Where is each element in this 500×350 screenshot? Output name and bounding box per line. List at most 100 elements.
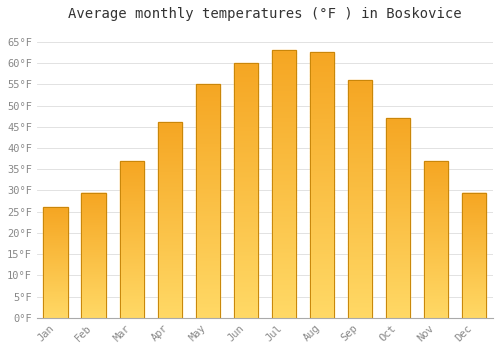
Bar — [196, 98, 220, 99]
Bar — [386, 287, 410, 288]
Bar — [82, 246, 106, 247]
Bar — [310, 62, 334, 63]
Bar — [82, 229, 106, 230]
Bar — [234, 145, 258, 146]
Bar — [310, 167, 334, 168]
Bar — [120, 271, 144, 272]
Bar — [348, 217, 372, 218]
Bar — [310, 273, 334, 274]
Bar — [386, 145, 410, 146]
Bar — [234, 134, 258, 136]
Bar — [386, 131, 410, 132]
Bar — [158, 169, 182, 170]
Bar — [348, 267, 372, 268]
Bar — [158, 158, 182, 159]
Bar — [272, 205, 296, 207]
Bar — [462, 238, 486, 239]
Bar — [272, 216, 296, 218]
Bar — [348, 237, 372, 238]
Bar — [234, 250, 258, 252]
Bar — [82, 194, 106, 195]
Bar — [386, 263, 410, 264]
Bar — [234, 199, 258, 201]
Bar — [158, 300, 182, 301]
Bar — [196, 314, 220, 316]
Bar — [424, 161, 448, 162]
Bar — [272, 127, 296, 128]
Bar — [462, 218, 486, 219]
Bar — [386, 190, 410, 191]
Bar — [272, 287, 296, 288]
Bar — [272, 78, 296, 80]
Bar — [386, 212, 410, 213]
Bar — [348, 293, 372, 294]
Bar — [272, 219, 296, 220]
Bar — [272, 73, 296, 74]
Bar — [424, 283, 448, 284]
Bar — [272, 263, 296, 264]
Bar — [272, 108, 296, 109]
Bar — [386, 194, 410, 195]
Bar — [82, 295, 106, 296]
Bar — [272, 147, 296, 148]
Bar — [386, 174, 410, 175]
Bar — [44, 296, 68, 297]
Bar — [158, 289, 182, 290]
Bar — [234, 204, 258, 206]
Bar — [424, 231, 448, 232]
Bar — [310, 278, 334, 279]
Bar — [348, 314, 372, 315]
Bar — [310, 250, 334, 252]
Bar — [272, 278, 296, 279]
Bar — [82, 252, 106, 253]
Bar — [310, 225, 334, 226]
Bar — [272, 304, 296, 306]
Bar — [386, 229, 410, 230]
Bar — [386, 265, 410, 266]
Bar — [424, 196, 448, 197]
Bar — [424, 211, 448, 212]
Bar — [272, 52, 296, 53]
Bar — [44, 287, 68, 288]
Bar — [272, 274, 296, 275]
Bar — [158, 230, 182, 231]
Bar — [158, 136, 182, 137]
Bar — [348, 289, 372, 290]
Bar — [234, 257, 258, 258]
Bar — [424, 281, 448, 282]
Bar — [424, 217, 448, 218]
Bar — [424, 264, 448, 265]
Bar — [424, 203, 448, 204]
Bar — [310, 141, 334, 143]
Bar — [196, 173, 220, 174]
Bar — [120, 166, 144, 167]
Bar — [386, 242, 410, 243]
Bar — [386, 312, 410, 313]
Bar — [424, 167, 448, 168]
Bar — [196, 93, 220, 95]
Bar — [272, 296, 296, 298]
Bar — [196, 148, 220, 150]
Bar — [234, 239, 258, 240]
Bar — [386, 260, 410, 261]
Bar — [234, 161, 258, 162]
Bar — [424, 200, 448, 201]
Bar — [386, 178, 410, 179]
Bar — [310, 82, 334, 83]
Bar — [386, 168, 410, 169]
Bar — [196, 85, 220, 86]
Bar — [234, 85, 258, 86]
Bar — [462, 222, 486, 223]
Bar — [196, 316, 220, 317]
Bar — [234, 146, 258, 147]
Bar — [158, 214, 182, 215]
Bar — [462, 262, 486, 263]
Bar — [272, 61, 296, 62]
Bar — [234, 232, 258, 234]
Bar — [310, 161, 334, 163]
Bar — [310, 121, 334, 123]
Bar — [386, 170, 410, 171]
Bar — [158, 264, 182, 265]
Bar — [348, 233, 372, 235]
Bar — [196, 243, 220, 244]
